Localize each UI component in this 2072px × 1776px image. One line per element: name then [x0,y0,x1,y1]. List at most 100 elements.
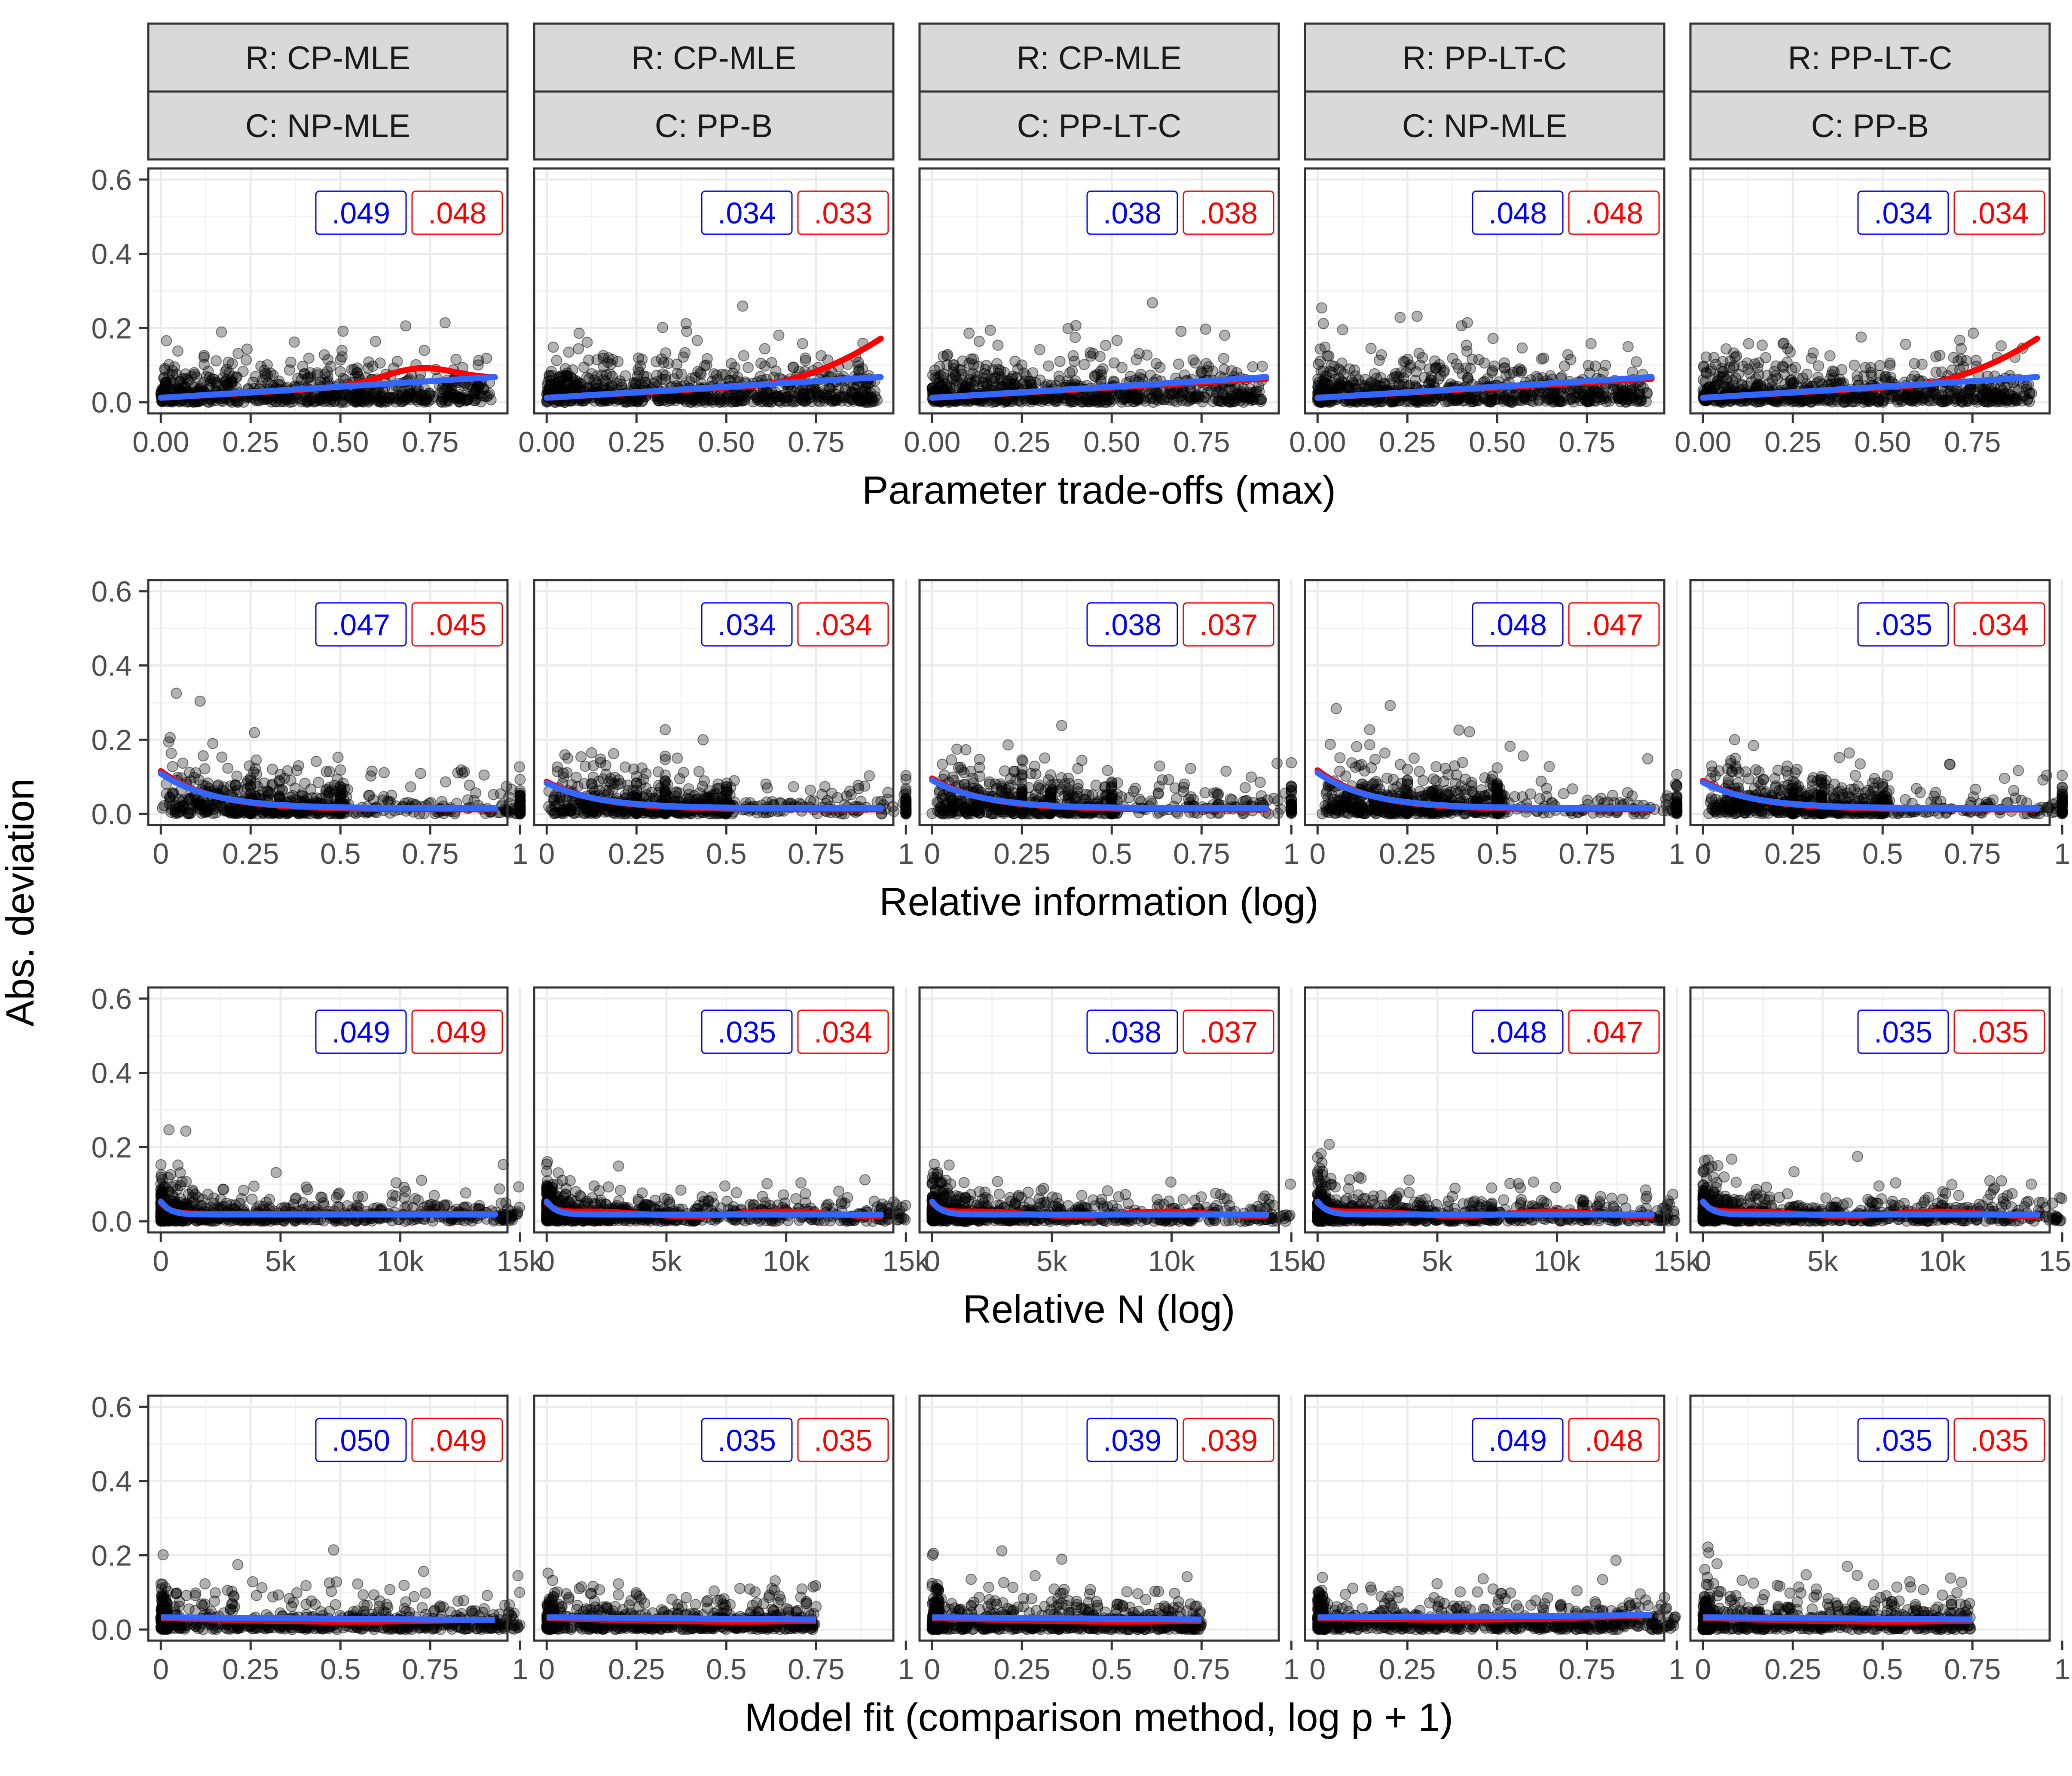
x-tick-label: 0.75 [1559,426,1615,459]
scatter-point [1067,350,1079,361]
facet-strip-box [1304,90,1666,161]
scatter-point [513,761,525,773]
blue-value-label: .047 [332,608,390,642]
scatter-point [321,366,333,377]
scatter-point [304,367,316,379]
y-tick-label: 0.2 [91,312,132,345]
scatter-point [1253,385,1265,397]
scatter-point [651,356,662,367]
scatter-point [1730,373,1741,384]
scatter-point [288,336,300,348]
scatter-point [653,766,664,778]
scatter-point [1461,345,1473,357]
facet-strip: R: PP-LT-CC: PP-B [1689,22,2051,161]
scatter-point [514,808,526,819]
scatter-point [285,775,296,786]
x-tick-label: 0.00 [132,426,189,459]
scatter-point [172,345,183,357]
scatter-point [1962,394,1974,406]
scatter-point [1515,367,1527,378]
scatter-point [179,381,191,392]
scatter-point [1062,323,1074,334]
x-tick-label: 1 [512,838,528,870]
scatter-point [1173,358,1184,370]
scatter-point [197,750,209,761]
scatter-point [1909,370,1920,382]
scatter-point [163,359,175,370]
scatter-point [1054,356,1066,367]
scatter-point [1824,350,1836,361]
scatter-point [927,382,938,394]
scatter-point [984,324,996,336]
scatter-point [1996,340,2007,352]
x-tick-label: 0.00 [1289,426,1346,459]
scatter-point [804,392,815,404]
facet-strip-box [1689,90,2051,161]
x-tick-label: 0.75 [402,838,458,870]
scatter-point [445,387,456,398]
x-tick-label: 0.75 [1944,426,2001,459]
x-tick-label: 0.25 [608,426,665,459]
scatter-point [1562,349,1574,361]
scatter-point [675,368,687,380]
facet-strip-box [533,22,895,93]
scatter-point [954,364,966,376]
scatter-point [1635,394,1647,406]
scatter-point [620,370,631,382]
scatter-point [1349,364,1360,376]
scatter-point [1971,396,1983,408]
scatter-point [210,807,222,819]
scatter-point [241,343,253,355]
red-value-label: .045 [428,608,486,642]
scatter-point [1807,347,1819,359]
scatter-point [405,781,416,793]
blue-value-label: .049 [332,196,390,230]
scatter-point [781,394,792,406]
scatter-point [797,338,808,349]
scatter-point [992,339,1004,351]
red-value-label: .033 [814,196,872,230]
scatter-point [1070,332,1081,343]
scatter-point [363,396,374,408]
scatter-point [1934,349,1946,361]
scatter-point [462,394,474,406]
scatter-point [1585,338,1597,349]
x-tick-label: 0.00 [518,426,575,459]
scatter-point [563,346,575,358]
scatter-point [1319,376,1331,388]
scatter-point [1009,355,1021,367]
scatter-point [1753,357,1764,369]
scatter-point [1813,376,1825,388]
scatter-point [1175,326,1187,337]
scatter-point [1598,393,1610,404]
scatter-point [363,790,374,801]
scatter-point [165,748,177,759]
scatter-point [1968,327,1979,339]
scatter-point [337,325,349,337]
scatter-point [171,688,182,699]
facet-strip-label: R: PP-LT-C [1403,40,1567,76]
scatter-point [1728,360,1740,372]
x-tick-label: 0.25 [1379,426,1436,459]
scatter-point [551,355,562,366]
scatter-point [338,794,349,805]
scatter-point [194,695,206,707]
scatter-point [737,300,749,312]
scatter-point [462,381,474,393]
scatter-point [1778,361,1789,373]
scatter-point [1742,357,1753,369]
scatter-point [336,345,348,356]
x-tick-label: 0.00 [1675,426,1731,459]
scatter-point [715,392,727,404]
scatter-point [578,361,590,373]
scatter-point [738,350,749,361]
scatter-point [871,394,883,406]
scatter-point [727,396,739,407]
scatter-point [1755,379,1766,391]
red-value-label: .034 [1970,196,2029,230]
scatter-point [1717,366,1729,378]
facet-strip-label: C: PP-B [655,108,773,144]
facet-strip-label: R: PP-LT-C [1788,40,1953,76]
